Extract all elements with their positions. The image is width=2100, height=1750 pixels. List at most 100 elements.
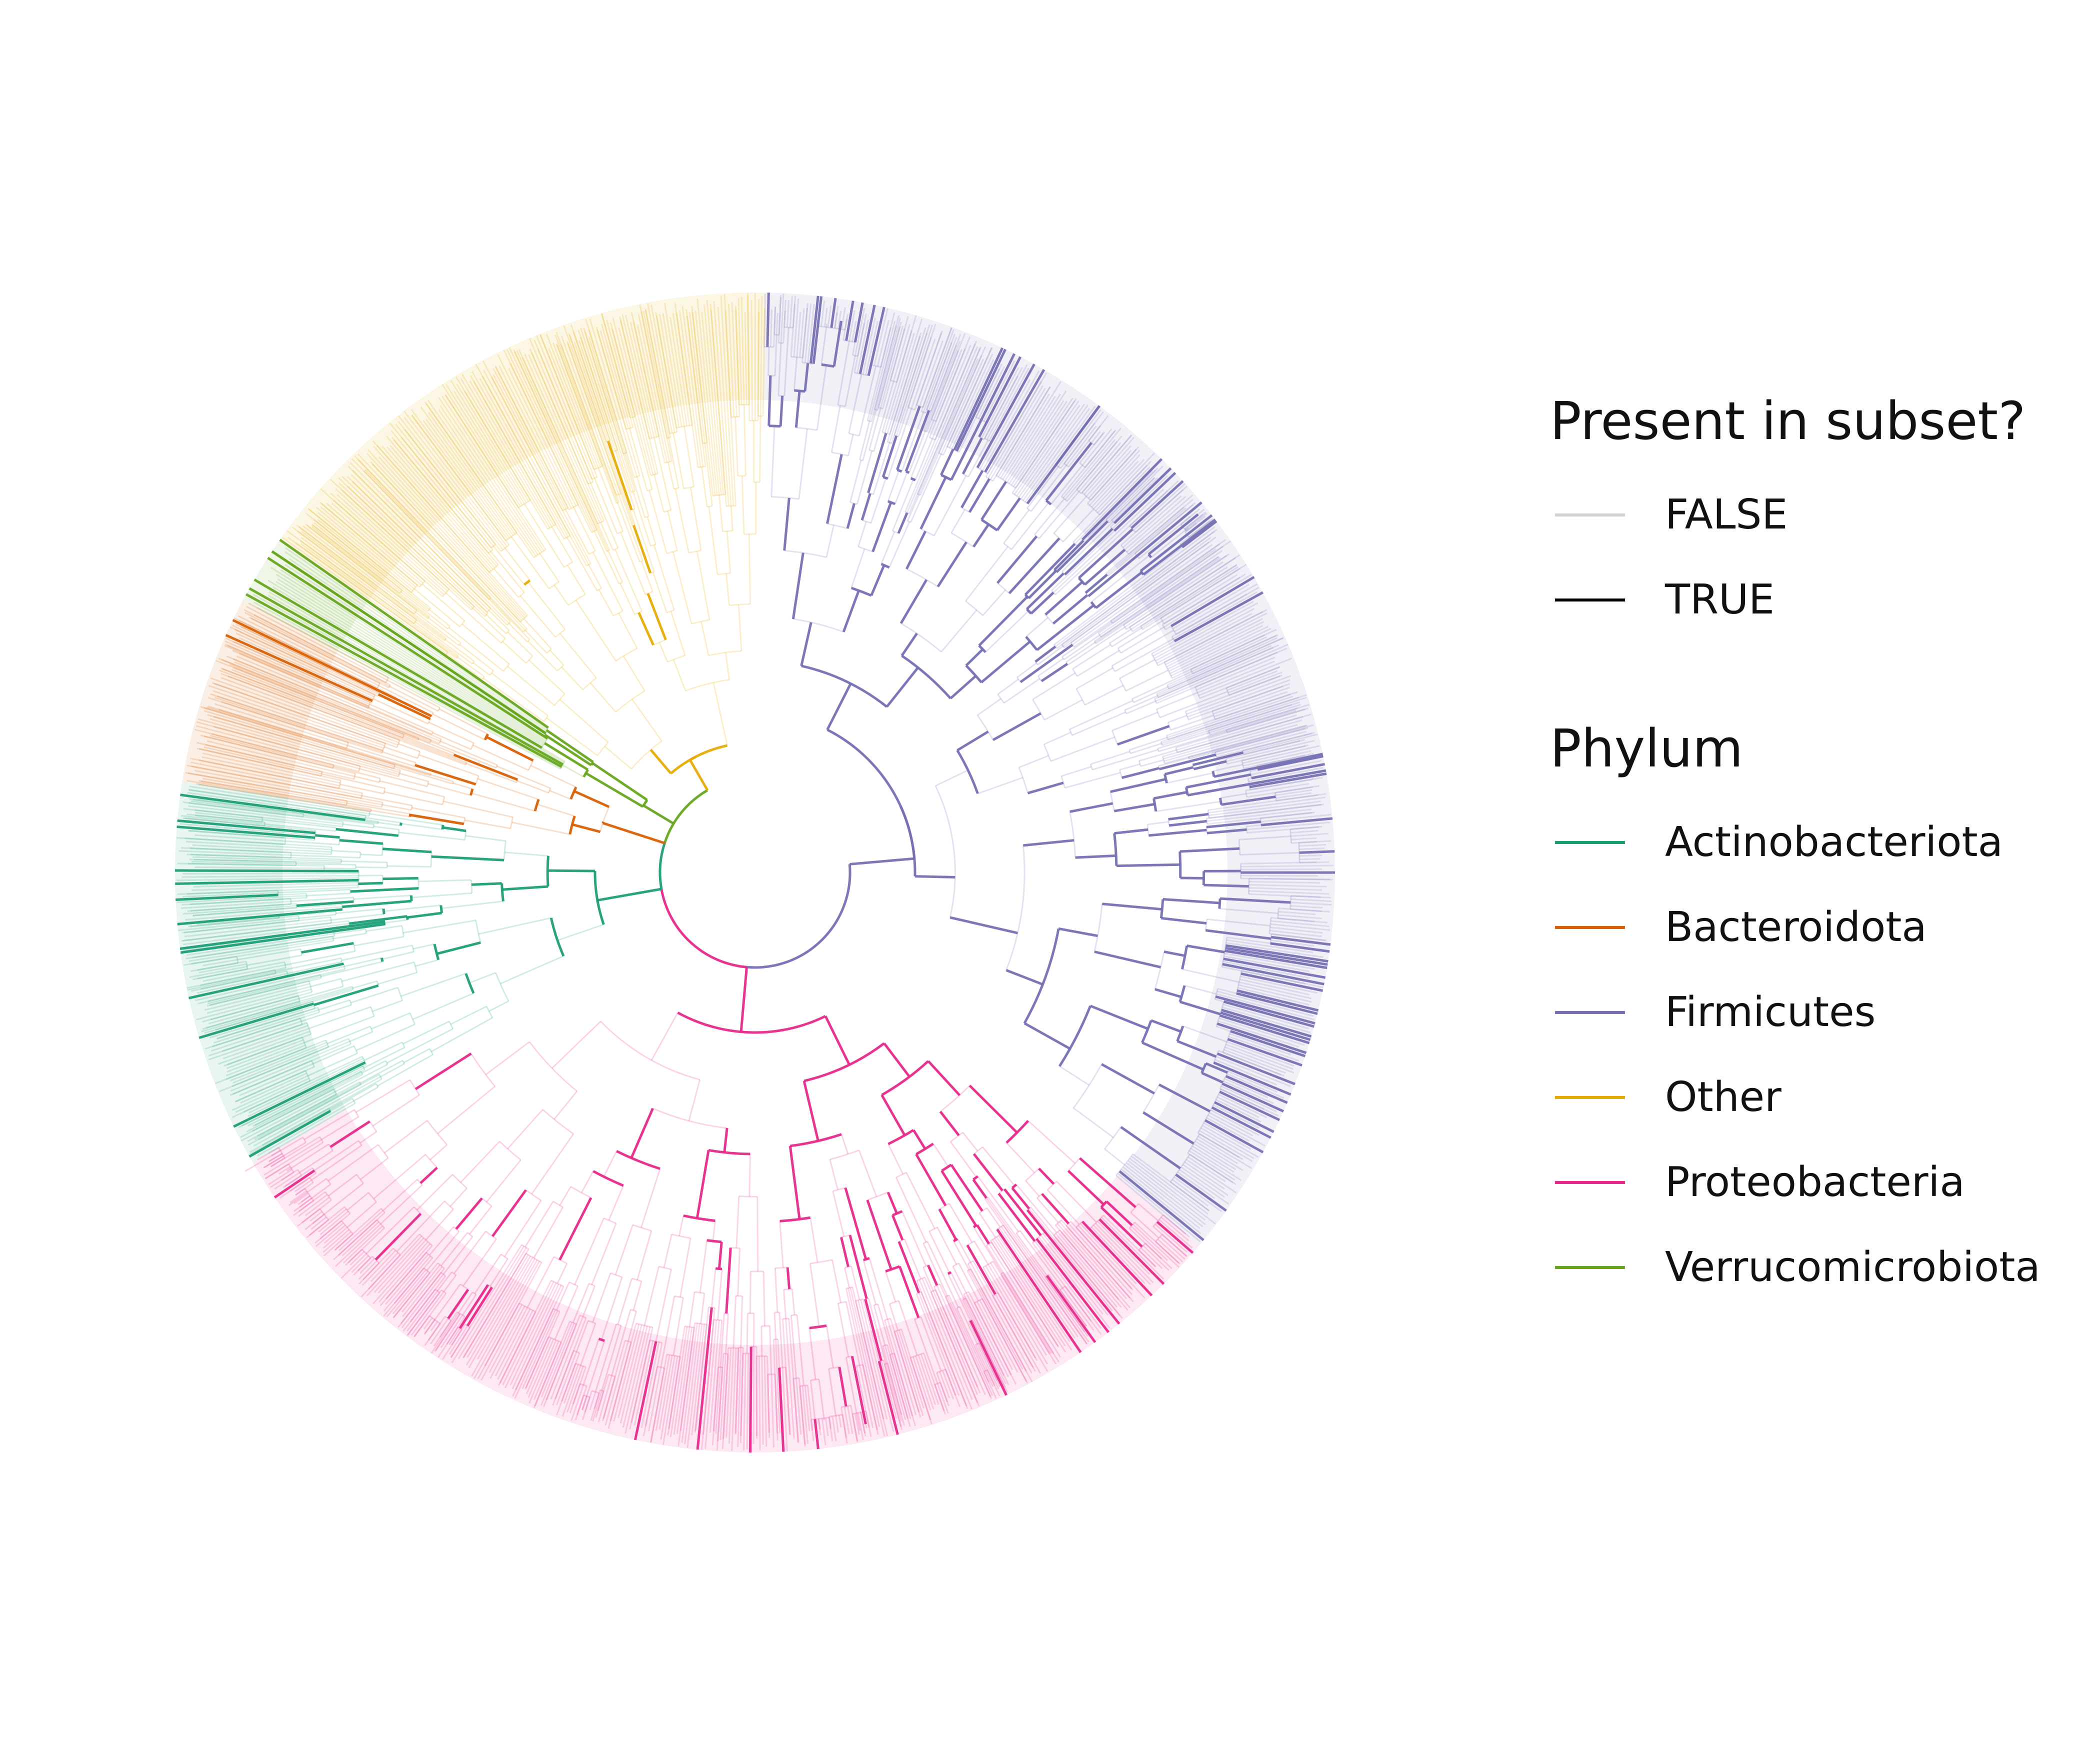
node-arc-proteobacteria [790,1133,842,1148]
tip-branch-other [664,302,685,427]
tip-arc-other [520,614,528,622]
legend-item-false: FALSE [1540,472,2090,558]
node-branch-firmicutes [858,521,867,548]
legend-label-firmicutes: Firmicutes [1665,988,1876,1036]
tip-branch-other [640,312,668,438]
node-arc-other [554,693,566,706]
node-branch-actinobacteriota [371,1012,410,1030]
node-branch-other [741,476,745,534]
tip-arc-firmicutes [1050,590,1056,596]
node-arc-proteobacteria [784,1288,792,1290]
node-branch-actinobacteriota [372,1000,403,1012]
tip-branch-actinobacteriota [206,986,311,1014]
tip-branch-firmicutes [1110,539,1226,622]
node-branch-firmicutes [1056,520,1108,574]
tip-branch-proteobacteria [618,1324,642,1418]
tip-branch-firmicutes [1006,390,1067,483]
tip-branch-other [411,414,510,546]
node-branch-actinobacteriota [387,865,432,868]
tip-branch-bacteroidota [220,677,400,744]
tip-branch-firmicutes [1224,1046,1294,1074]
phylum-legend-title: Phylum [1550,718,1744,779]
node-branch-proteobacteria [696,1150,710,1218]
tip-branch-proteobacteria [882,1360,902,1427]
tip-arc-proteobacteria [288,1164,294,1173]
tip-branch-other [556,344,618,504]
node-branch-bacteroidota [382,804,412,811]
node-arc-bacteroidota [475,776,480,785]
node-arc-firmicutes [1156,709,1160,718]
node-branch-other [575,600,616,662]
tip-branch-other [688,312,706,444]
tip-branch-other [524,354,600,524]
tip-branch-actinobacteriota [187,902,296,912]
node-arc-proteobacteria [552,1200,564,1208]
tip-arc-proteobacteria [340,1220,354,1234]
tip-branch-proteobacteria [798,1378,806,1446]
tip-branch-other [425,418,512,538]
tip-branch-proteobacteria [1058,1221,1127,1300]
tip-branch-proteobacteria [294,1188,306,1196]
tip-branch-proteobacteria [1000,1226,1079,1338]
tip-branch-proteobacteria [342,1221,380,1256]
tip-branch-actinobacteriota [208,1024,303,1057]
node-branch-proteobacteria [740,1296,744,1348]
tip-branch-other [644,308,670,434]
tip-branch-firmicutes [1226,745,1306,765]
tip-branch-proteobacteria [668,1356,681,1429]
node-branch-firmicutes [1142,1111,1194,1145]
tip-arc-firmicutes [867,420,872,422]
node-branch-bacteroidota [398,743,420,752]
tip-branch-other [530,352,589,484]
node-arc-firmicutes [1204,919,1208,930]
tip-branch-actinobacteriota [204,1000,314,1034]
node-arc-firmicutes [1034,661,1038,666]
tip-branch-proteobacteria [716,1354,724,1450]
node-branch-firmicutes [1062,508,1094,542]
tip-branch-firmicutes [1105,506,1184,574]
node-branch-firmicutes [1036,604,1095,651]
tip-branch-proteobacteria [852,1286,888,1436]
tip-branch-firmicutes [1214,691,1288,718]
node-branch-actinobacteriota [382,951,414,960]
node-branch-firmicutes [1018,754,1049,768]
tip-branch-firmicutes [1129,554,1240,628]
node-branch-firmicutes [1157,732,1210,750]
tip-arc-proteobacteria [967,1268,972,1272]
band-verrucomicrobiota [242,540,368,651]
tip-branch-proteobacteria [916,1280,968,1406]
tip-arc-other [649,436,660,440]
node-arc-firmicutes [1117,648,1122,654]
tip-branch-bacteroidota [240,626,380,694]
tip-arc-actinobacteriota [312,1001,316,1009]
node-branch-actinobacteriota [303,814,374,826]
node-branch-proteobacteria [956,1308,986,1372]
node-branch-firmicutes [977,698,1002,716]
node-arc-other [612,547,618,551]
legend-item-actinobacteriota: Actinobacteriota [1540,800,2090,885]
tip-branch-other [642,310,670,438]
tip-branch-firmicutes [1162,704,1292,746]
node-branch-proteobacteria [926,1241,960,1308]
tip-branch-bacteroidota [208,696,349,744]
tip-branch-proteobacteria [648,1367,662,1432]
tip-branch-firmicutes [862,318,876,375]
tip-branch-proteobacteria [974,1344,1000,1396]
node-arc-other [489,670,494,676]
tip-branch-firmicutes [1176,714,1312,754]
node-branch-other [472,608,506,640]
tip-arc-bacteroidota [368,702,372,706]
node-arc-firmicutes [838,404,846,408]
node-arc-firmicutes [980,518,998,532]
tip-branch-firmicutes [1172,1178,1209,1207]
node-branch-proteobacteria [299,1150,334,1174]
tip-branch-bacteroidota [232,618,396,700]
node-branch-other [618,612,638,649]
node-arc-other [506,630,510,634]
tip-branch-firmicutes [1018,404,1086,498]
node-branch-other [414,621,473,664]
tip-arc-other [506,621,512,626]
node-branch-proteobacteria [430,1144,448,1160]
node-branch-firmicutes [1205,929,1272,940]
legend-swatch-actinobacteriota [1555,840,1625,844]
